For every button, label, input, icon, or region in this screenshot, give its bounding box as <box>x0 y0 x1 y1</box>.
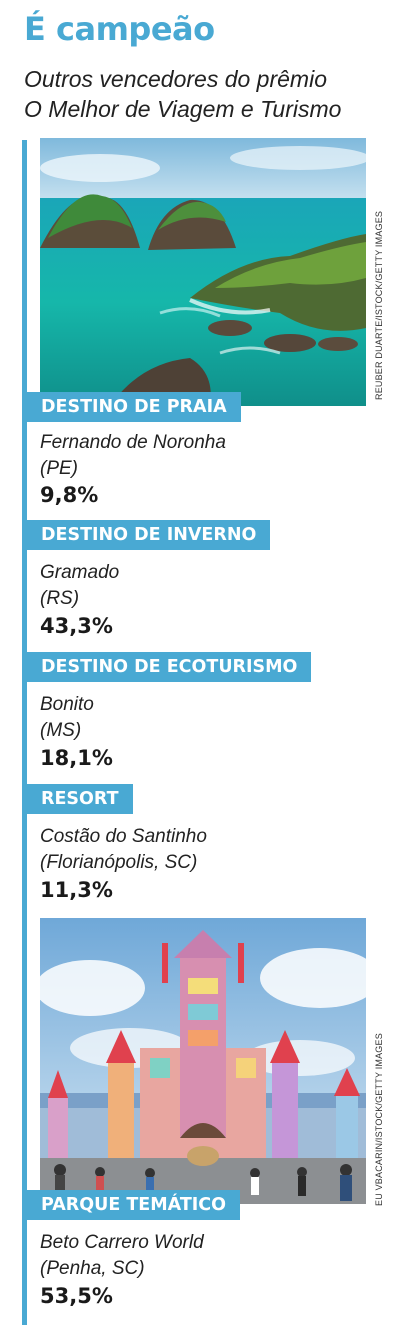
category-label-resort: RESORT <box>22 784 133 814</box>
winner-name-line1: Costão do Santinho <box>40 826 207 847</box>
photo-credit-2: EU VBACARIN/ISTOCK/GETTY IMAGES <box>374 1033 384 1206</box>
winner-name-line1: Bonito <box>40 694 94 715</box>
winner-name-line2: (RS) <box>40 588 80 609</box>
winner-percent-winter: 43,3% <box>40 614 113 638</box>
winner-percent-theme-park: 53,5% <box>40 1284 113 1308</box>
noronha-photo <box>40 138 366 406</box>
accent-rail <box>22 140 27 1325</box>
winner-name-line2: (MS) <box>40 720 82 741</box>
subtitle-line-1: Outros vencedores do prêmio <box>24 66 327 92</box>
winner-name-line1: Beto Carrero World <box>40 1232 204 1253</box>
winner-name-line1: Gramado <box>40 562 120 583</box>
winner-name-line2: (PE) <box>40 458 78 479</box>
beto-carrero-photo <box>40 918 366 1204</box>
category-label-winter: DESTINO DE INVERNO <box>22 520 271 550</box>
winner-percent-resort: 11,3% <box>40 878 113 902</box>
winner-name-beach: Fernando de Noronha (PE) <box>40 430 370 482</box>
winner-percent-beach: 9,8% <box>40 483 99 507</box>
category-label-ecotourism: DESTINO DE ECOTURISMO <box>22 652 312 682</box>
winner-name-line2: (Penha, SC) <box>40 1258 145 1279</box>
subtitle-line-2: O Melhor de Viagem e Turismo <box>24 96 342 122</box>
winner-name-line2: (Florianópolis, SC) <box>40 852 198 873</box>
winner-name-winter: Gramado (RS) <box>40 560 370 612</box>
page-subtitle: Outros vencedores do prêmio O Melhor de … <box>24 64 384 124</box>
category-label-beach: DESTINO DE PRAIA <box>22 392 241 422</box>
winner-name-line1: Fernando de Noronha <box>40 432 226 453</box>
winner-percent-ecotourism: 18,1% <box>40 746 113 770</box>
category-label-theme-park: PARQUE TEMÁTICO <box>22 1190 241 1220</box>
winner-name-ecotourism: Bonito (MS) <box>40 692 370 744</box>
winner-name-resort: Costão do Santinho (Florianópolis, SC) <box>40 824 370 876</box>
page-title: É campeão <box>24 10 215 48</box>
winner-name-theme-park: Beto Carrero World (Penha, SC) <box>40 1230 370 1282</box>
photo-credit-1: REUBER DUARTE/ISTOCK/GETTY IMAGES <box>374 210 384 400</box>
